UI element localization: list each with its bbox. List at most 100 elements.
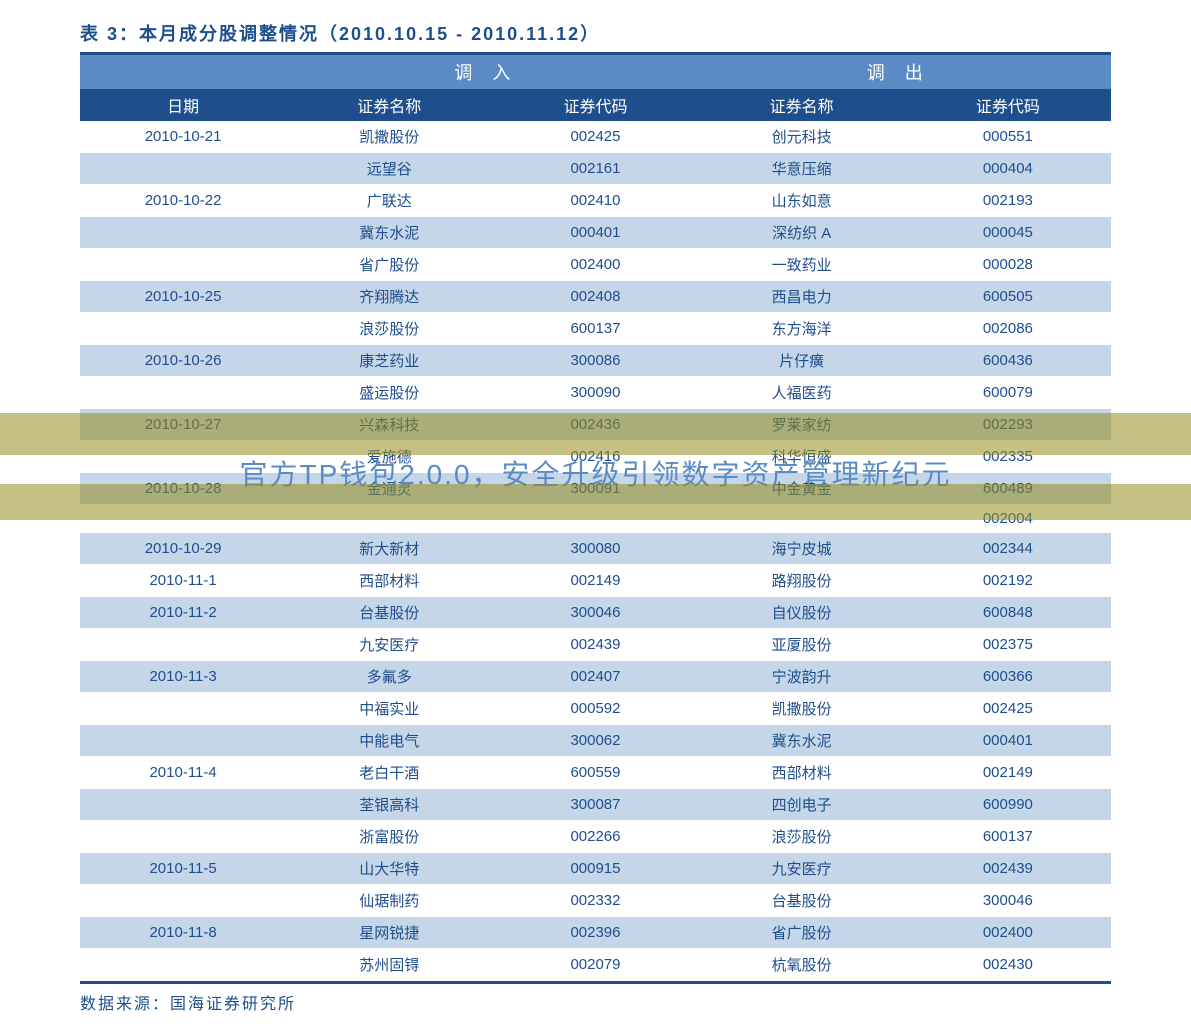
table-cell: 人福医药 [699,377,905,409]
table-cell: 300046 [905,885,1111,917]
table-cell [80,821,286,853]
table-cell: 300080 [492,533,698,565]
table-cell: 2010-11-8 [80,917,286,949]
table-cell [80,249,286,281]
table-title: 表 3：本月成分股调整情况（2010.10.15 - 2010.11.12） [80,20,1111,46]
table-cell: 杭氧股份 [699,949,905,981]
table-row: 2010-11-4老白干酒600559西部材料002149 [80,757,1111,789]
table-cell: 路翔股份 [699,565,905,597]
table-cell: 盛运股份 [286,377,492,409]
table-cell: 600848 [905,597,1111,629]
table-cell: 600489 [905,473,1111,505]
table-cell: 浪莎股份 [699,821,905,853]
table-cell: 山东如意 [699,185,905,217]
table-cell: 冀东水泥 [699,725,905,757]
table-row: 荃银高科300087四创电子600990 [80,789,1111,821]
table-cell: 凯撒股份 [699,693,905,725]
table-cell: 多氟多 [286,661,492,693]
group-header-out: 调出 [699,55,1111,89]
table-cell: 300087 [492,789,698,821]
table-row: 2010-10-27兴森科技002436罗莱家纺002293 [80,409,1111,441]
table-cell: 300091 [492,473,698,505]
table-cell: 002439 [492,629,698,661]
table-row: 002004 [80,505,1111,533]
table-cell: 2010-10-27 [80,409,286,441]
table-cell: 002149 [492,565,698,597]
table-cell: 600505 [905,281,1111,313]
table-cell: 华意压缩 [699,153,905,185]
table-cell [80,441,286,473]
table-row: 仙琚制药002332台基股份300046 [80,885,1111,917]
table-cell: 老白干酒 [286,757,492,789]
table-row: 中福实业000592凯撒股份002425 [80,693,1111,725]
table-cell: 002436 [492,409,698,441]
table-cell: 仙琚制药 [286,885,492,917]
table-cell: 002400 [905,917,1111,949]
table-cell: 西昌电力 [699,281,905,313]
table-cell: 002149 [905,757,1111,789]
table-row: 盛运股份300090人福医药600079 [80,377,1111,409]
table-cell: 600137 [492,313,698,345]
table-cell: 苏州固锝 [286,949,492,981]
col-in-code: 证券代码 [492,89,698,121]
table-cell: 广联达 [286,185,492,217]
table-cell: 省广股份 [286,249,492,281]
table-cell: 西部材料 [286,565,492,597]
table-cell [492,505,698,533]
table-cell: 002439 [905,853,1111,885]
table-cell: 000401 [492,217,698,249]
table-row: 2010-11-2台基股份300046自仪股份600848 [80,597,1111,629]
table-cell: 002293 [905,409,1111,441]
table-cell: 000551 [905,121,1111,153]
table-row: 冀东水泥000401深纺织 A000045 [80,217,1111,249]
group-header-in: 调入 [286,55,698,89]
table-cell: 002004 [905,505,1111,533]
col-date: 日期 [80,89,286,121]
table-cell: 000915 [492,853,698,885]
table-cell: 600559 [492,757,698,789]
table-cell: 002430 [905,949,1111,981]
table-cell: 002266 [492,821,698,853]
table-cell: 000028 [905,249,1111,281]
table-cell: 台基股份 [699,885,905,917]
table-cell: 山大华特 [286,853,492,885]
table-cell: 2010-11-3 [80,661,286,693]
table-cell [80,505,286,533]
table-cell: 2010-11-1 [80,565,286,597]
table-cell: 浪莎股份 [286,313,492,345]
table-cell: 600990 [905,789,1111,821]
table-cell: 600436 [905,345,1111,377]
table-cell: 冀东水泥 [286,217,492,249]
table-cell: 300086 [492,345,698,377]
data-source: 数据来源：国海证券研究所 [80,990,1111,1014]
table-cell: 康芝药业 [286,345,492,377]
table-cell: 002086 [905,313,1111,345]
table-cell: 2010-10-22 [80,185,286,217]
table-cell: 创元科技 [699,121,905,153]
table-cell: 2010-10-21 [80,121,286,153]
table-cell: 远望谷 [286,153,492,185]
table-cell: 002416 [492,441,698,473]
table-cell: 002425 [492,121,698,153]
table-cell: 深纺织 A [699,217,905,249]
table-cell: 300062 [492,725,698,757]
column-header-row: 日期 证券名称 证券代码 证券名称 证券代码 [80,89,1111,121]
table-cell: 000592 [492,693,698,725]
table-cell [80,153,286,185]
table-row: 浪莎股份600137东方海洋002086 [80,313,1111,345]
table-cell: 爱施德 [286,441,492,473]
table-cell: 600079 [905,377,1111,409]
table-cell [80,789,286,821]
table-cell: 002407 [492,661,698,693]
table-cell: 002335 [905,441,1111,473]
table-cell: 002332 [492,885,698,917]
table-cell: 浙富股份 [286,821,492,853]
table-row: 2010-11-8星网锐捷002396省广股份002400 [80,917,1111,949]
table-row: 省广股份002400一致药业000028 [80,249,1111,281]
table-cell: 荃银高科 [286,789,492,821]
table-cell: 中福实业 [286,693,492,725]
table-cell: 002408 [492,281,698,313]
table-cell: 亚厦股份 [699,629,905,661]
table-cell: 002161 [492,153,698,185]
table-cell [80,217,286,249]
